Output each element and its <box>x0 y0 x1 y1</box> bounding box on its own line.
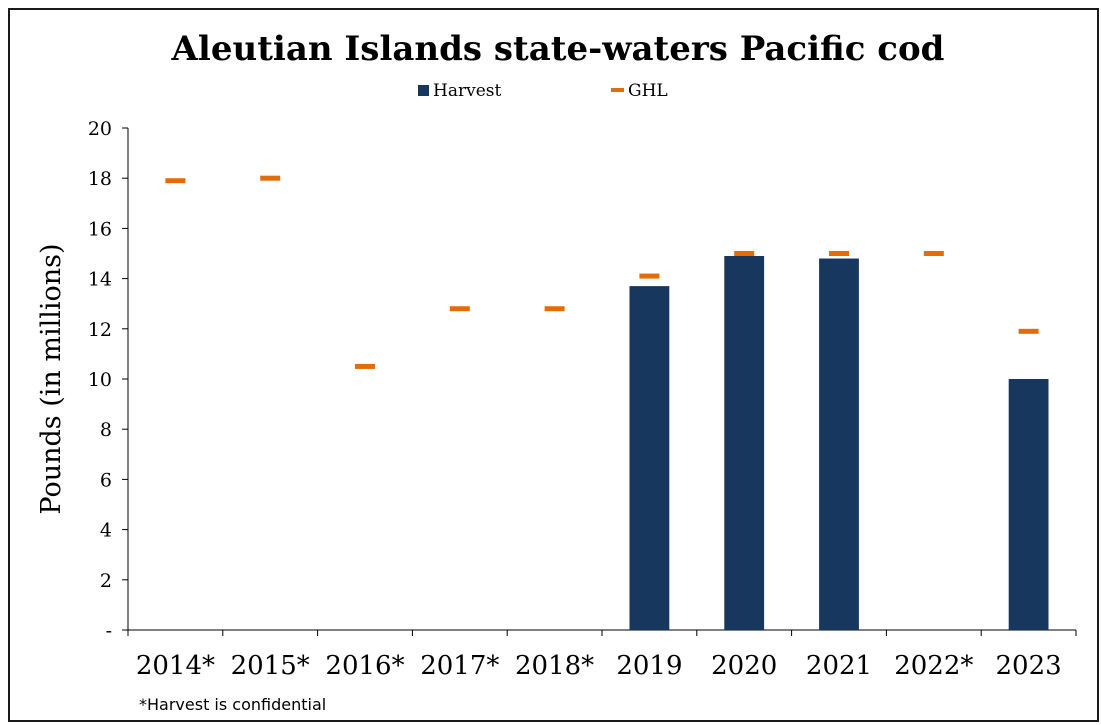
y-tick-label: 4 <box>100 520 112 542</box>
ghl-marker <box>165 178 186 184</box>
y-tick-label: 20 <box>88 118 112 140</box>
ghl-marker <box>923 251 944 256</box>
y-ticks: - 2 4 6 8 10 12 14 16 18 20 <box>88 118 128 642</box>
y-tick-label: 10 <box>88 369 112 391</box>
harvest-bar <box>1008 379 1049 630</box>
ghl-marker <box>829 251 849 256</box>
x-tick-label: 2022* <box>894 651 973 681</box>
chart-title: Aleutian Islands state-waters Pacific co… <box>171 29 945 69</box>
legend: Harvest GHL <box>418 81 668 101</box>
harvest-bar <box>724 256 765 630</box>
legend-harvest-swatch <box>418 85 429 96</box>
y-tick-label: 8 <box>100 419 112 441</box>
ghl-marker <box>639 273 660 279</box>
harvest-bar <box>629 286 670 630</box>
x-tick-label: 2016* <box>325 651 404 681</box>
y-tick-label: 2 <box>100 570 112 592</box>
y-tick-label: 6 <box>100 469 112 491</box>
x-tick-label: 2015* <box>231 651 310 681</box>
ghl-marker <box>260 175 281 181</box>
y-tick-label: 16 <box>88 218 112 240</box>
legend-ghl-swatch <box>611 88 624 92</box>
footnote: *Harvest is confidential <box>139 695 326 714</box>
x-ticks: 2014* 2015* 2016* 2017* 2018* 2019 2020 2021 202… <box>127 630 1077 681</box>
x-tick-label: 2023 <box>996 651 1062 681</box>
ghl-marker <box>734 251 755 256</box>
ghl-marker <box>355 363 375 369</box>
x-tick-label: 2018* <box>515 651 594 681</box>
ghl-marker <box>449 306 470 312</box>
chart-frame <box>8 8 1099 722</box>
legend-ghl-label: GHL <box>628 81 668 101</box>
x-tick-label: 2020 <box>711 651 777 681</box>
y-tick-label: 14 <box>88 269 112 291</box>
ghl-marker <box>1018 328 1039 334</box>
ghl-markers <box>165 175 1039 369</box>
y-tick-label: 12 <box>88 319 112 341</box>
x-tick-label: 2014* <box>136 651 215 681</box>
axes <box>127 128 1076 631</box>
y-tick-label: - <box>106 620 112 642</box>
legend-harvest-label: Harvest <box>433 81 501 101</box>
x-tick-label: 2019 <box>616 651 682 681</box>
harvest-bars <box>629 256 1049 630</box>
x-tick-label: 2017* <box>420 651 499 681</box>
x-tick-label: 2021 <box>806 651 872 681</box>
y-axis-label: Pounds (in millions) <box>36 243 67 514</box>
ghl-marker <box>544 306 565 312</box>
harvest-bar <box>819 258 859 630</box>
y-tick-label: 18 <box>88 168 112 190</box>
